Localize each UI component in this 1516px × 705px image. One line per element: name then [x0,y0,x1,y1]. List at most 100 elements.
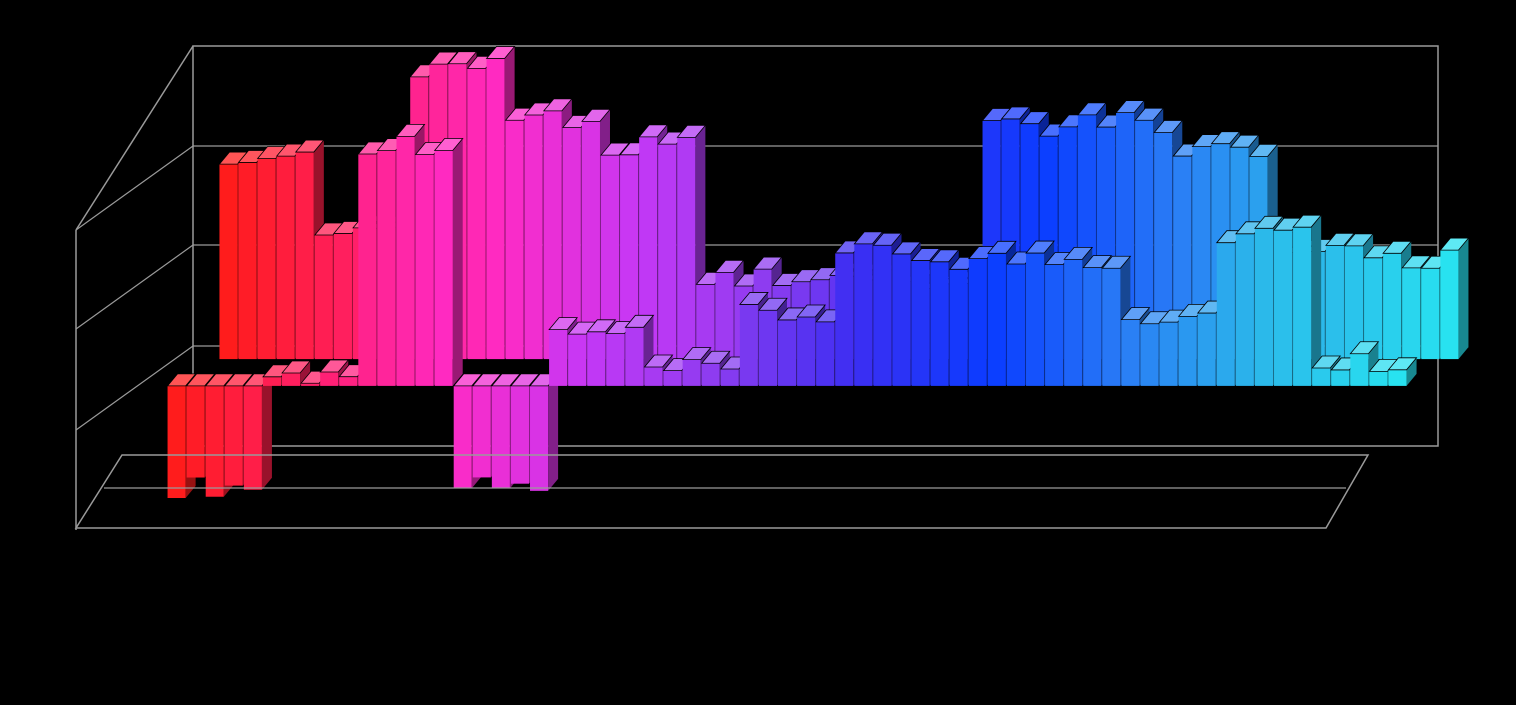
bar-face [758,310,778,386]
bar-cap [1382,240,1413,254]
bar-side [548,373,559,491]
bar-cap [700,350,731,364]
bar-face [835,252,854,386]
bar-cap [510,373,540,387]
bar-face [892,253,911,386]
bar [529,373,559,491]
bar-cap [1063,246,1094,260]
bar-face [816,321,835,386]
bar-cap [319,359,350,373]
bar-face [682,359,701,386]
bar-face [276,156,295,360]
bar-face [1312,367,1331,386]
bar-cap [1101,255,1132,269]
bar-face [1026,253,1045,386]
bar-face [1274,230,1293,386]
bar-face [1388,369,1407,386]
bar-face [219,164,238,360]
bar-face [1083,267,1102,386]
bar-face [224,385,243,486]
bar-cap [676,124,707,138]
bar-cap [581,108,611,122]
bar-cap [1439,237,1470,251]
bar-face [301,383,320,386]
bar-side [1311,215,1322,386]
bar-cap [643,354,674,368]
bar-cap [433,138,464,151]
bar-cap [1082,255,1113,268]
bar-face [1364,257,1383,360]
bar-face [295,152,314,360]
bar-face [873,245,892,386]
bar-face [1325,245,1344,360]
bar-cap [447,51,478,65]
bar-side [1406,357,1417,386]
bar-side [1458,238,1469,360]
bar-face [1331,369,1350,386]
bar-face [739,304,758,386]
bar-face [320,372,339,386]
bar-face [663,370,682,386]
bar-face [949,269,968,386]
bar-face [1293,227,1312,386]
bar-face [1369,371,1388,386]
back-wall-frame [192,45,1439,447]
bar-face [625,327,644,386]
bar-face [434,150,453,386]
bar-side [452,138,463,386]
bar-face [1440,250,1459,360]
bar-face [510,385,530,484]
bar-face [658,144,677,360]
bar-face [1121,319,1140,386]
bar-cap [1349,341,1380,355]
bar-face [930,261,949,386]
bar-cap [1134,107,1165,121]
bar-face [358,153,377,386]
bar-face [262,376,282,386]
bar-cap [1254,215,1284,229]
bar-face [1154,132,1173,360]
bar-cap [872,232,903,246]
bar-face [644,366,663,386]
bar-face [639,136,658,360]
bar-cap [491,373,521,387]
bar-face [333,233,352,360]
bar-face [778,319,797,386]
bar-cap [1153,120,1184,133]
gridline-side [75,145,194,231]
bar-side [300,360,311,386]
bar-face [1135,120,1154,360]
bar-face [467,68,486,360]
bar-face [1235,233,1254,386]
bar-cap [185,373,216,387]
bar-face [549,329,568,386]
bar [1439,237,1470,360]
bar-cap [1311,355,1342,369]
bar-face [701,363,720,386]
bar-face [1402,267,1421,360]
bar-face [282,372,301,386]
bar-face [453,385,472,489]
bar-face [1178,316,1197,386]
series-front-row [166,123,1418,499]
bar [243,373,273,490]
bar-cap [1210,131,1241,145]
bar-face [491,385,510,489]
bar-cap [428,51,459,65]
bar-face [314,234,333,360]
bar-face [238,162,257,360]
bar-face [911,260,930,386]
bar-cap [294,139,325,153]
bar-cap [739,292,769,305]
bar-cap [1292,214,1323,228]
gridline-side [75,345,194,431]
bar-face [186,385,205,478]
bar-cap [1115,100,1145,114]
bar-face [568,334,587,386]
bar-face [1254,228,1274,386]
bar-face [396,136,415,386]
bar-face [797,317,816,386]
bar-face [486,58,505,360]
bar-face [530,385,549,491]
